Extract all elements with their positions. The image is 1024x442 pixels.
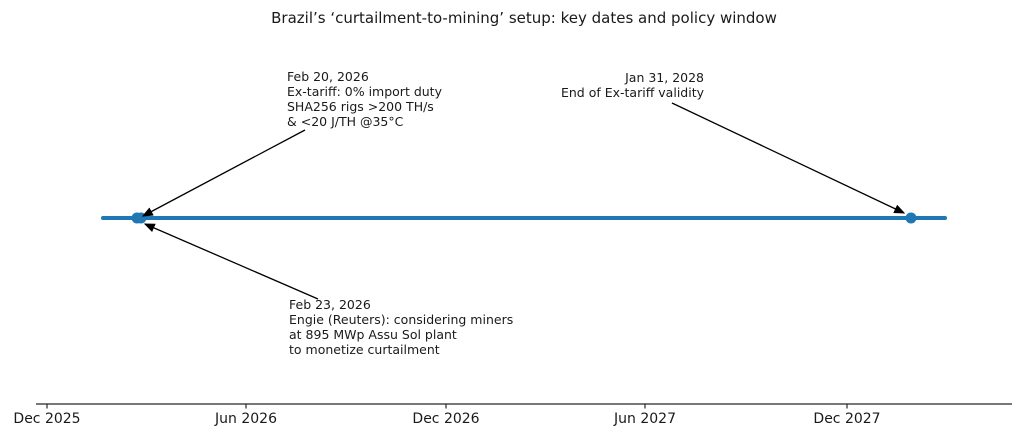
- annotation-line: Engie (Reuters): considering miners: [289, 312, 514, 327]
- x-tick-label-dec-2027: Dec 2027: [813, 411, 881, 427]
- annotation-line: to monetize curtailment: [289, 342, 440, 357]
- annotation-arrow-ex-tariff-start: [141, 129, 306, 217]
- annotation-line: Feb 20, 2026: [287, 69, 369, 84]
- annotation-ex-tariff-start: Feb 20, 2026 Ex-tariff: 0% import duty S…: [287, 69, 442, 129]
- annotation-line: SHA256 rigs >200 TH/s: [287, 99, 434, 114]
- annotation-line: Jan 31, 2028: [625, 70, 704, 85]
- chart-title: Brazil’s ‘curtailment-to-mining’ setup: …: [271, 9, 777, 27]
- x-tick-label-jun-2026: Jun 2026: [215, 411, 277, 427]
- event-marker-jan31-2028: [905, 212, 917, 224]
- annotation-line: & <20 J/TH @35°C: [287, 114, 404, 129]
- annotation-line: at 895 MWp Assu Sol plant: [289, 327, 457, 342]
- annotation-arrow-engie-news: [143, 223, 319, 300]
- annotation-ex-tariff-end: Jan 31, 2028 End of Ex-tariff validity: [561, 70, 704, 100]
- x-tick-label-jun-2027: Jun 2027: [614, 411, 676, 427]
- x-tick-label-dec-2025: Dec 2025: [13, 411, 81, 427]
- annotation-line: Feb 23, 2026: [289, 297, 371, 312]
- annotation-engie-news: Feb 23, 2026 Engie (Reuters): considerin…: [289, 297, 513, 357]
- x-tick-label-dec-2026: Dec 2026: [412, 411, 480, 427]
- annotation-arrow-ex-tariff-end: [671, 102, 906, 214]
- event-marker-feb23-2026: [135, 212, 147, 224]
- annotation-line: End of Ex-tariff validity: [560, 85, 704, 100]
- annotation-line: Ex-tariff: 0% import duty: [287, 84, 442, 99]
